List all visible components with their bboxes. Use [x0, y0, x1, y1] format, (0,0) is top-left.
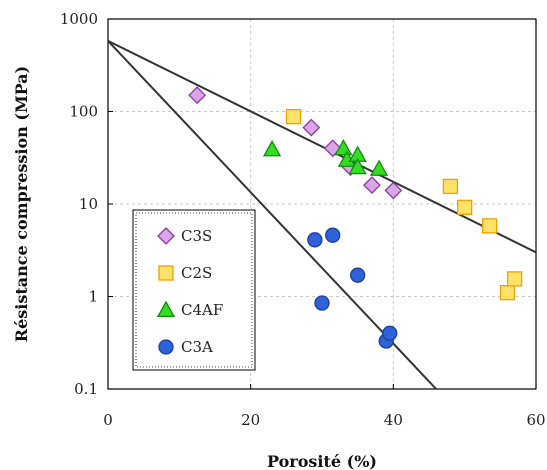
data-point-c4af: [369, 159, 389, 176]
x-axis-ticks: 0 20 40 60: [103, 384, 546, 429]
data-point-c2s: [506, 271, 523, 287]
legend-inner-border: [135, 212, 253, 368]
x-tick-label: 0: [103, 411, 113, 429]
legend-marker-c3s: [157, 227, 175, 245]
legend-marker-c3a: [158, 339, 174, 355]
y-tick-label: 10: [79, 195, 98, 213]
data-points: [188, 86, 523, 349]
data-point-c2s: [442, 178, 459, 195]
data-point-c2s: [457, 199, 473, 215]
data-point-c3a: [350, 267, 366, 283]
y-tick-label: 100: [69, 103, 98, 121]
data-point-c3a: [307, 232, 323, 248]
data-point-c4af: [348, 157, 367, 175]
data-point-c3s: [363, 176, 381, 195]
data-point-c3a: [325, 227, 341, 243]
y-tick-label: 1000: [60, 10, 98, 28]
series-c2s: [285, 108, 523, 301]
legend-label-c3a: C3A: [181, 338, 213, 356]
legend-label-c2s: C2S: [181, 264, 212, 282]
data-point-c3a: [382, 325, 398, 341]
series-c3a: [307, 227, 398, 349]
y-axis-title: Résistance compression (MPa): [12, 66, 31, 342]
y-tick-label: 0.1: [74, 380, 98, 398]
x-tick-label: 40: [384, 411, 403, 429]
data-point-c3s: [384, 181, 403, 200]
legend-box: [132, 209, 256, 371]
trend-line: [107, 40, 437, 390]
x-tick-label: 20: [241, 411, 260, 429]
trend-lines: [107, 39, 537, 390]
data-point-c4af: [262, 139, 282, 157]
legend: C3S C2S C4AF C3A: [132, 209, 256, 371]
data-point-c2s: [499, 285, 516, 301]
legend-label-c3s: C3S: [181, 227, 212, 245]
series-c3s: [188, 86, 403, 200]
series-c4af: [262, 138, 389, 176]
data-point-c2s: [481, 218, 498, 234]
x-axis-title: Porosité (%): [267, 452, 377, 470]
legend-marker-c2s: [158, 265, 174, 281]
trend-line: [107, 39, 537, 254]
x-tick-label: 60: [526, 411, 545, 429]
legend-label-c4af: C4AF: [181, 301, 223, 319]
data-point-c3s: [302, 118, 321, 137]
data-point-c3a: [314, 295, 330, 311]
y-tick-label: 1: [88, 288, 98, 306]
data-point-c3s: [188, 86, 207, 105]
y-axis-ticks: 0.1 1 10 100 1000: [60, 10, 113, 398]
data-point-c4af: [334, 138, 353, 156]
data-point-c2s: [285, 108, 302, 125]
legend-marker-c4af: [156, 300, 176, 318]
